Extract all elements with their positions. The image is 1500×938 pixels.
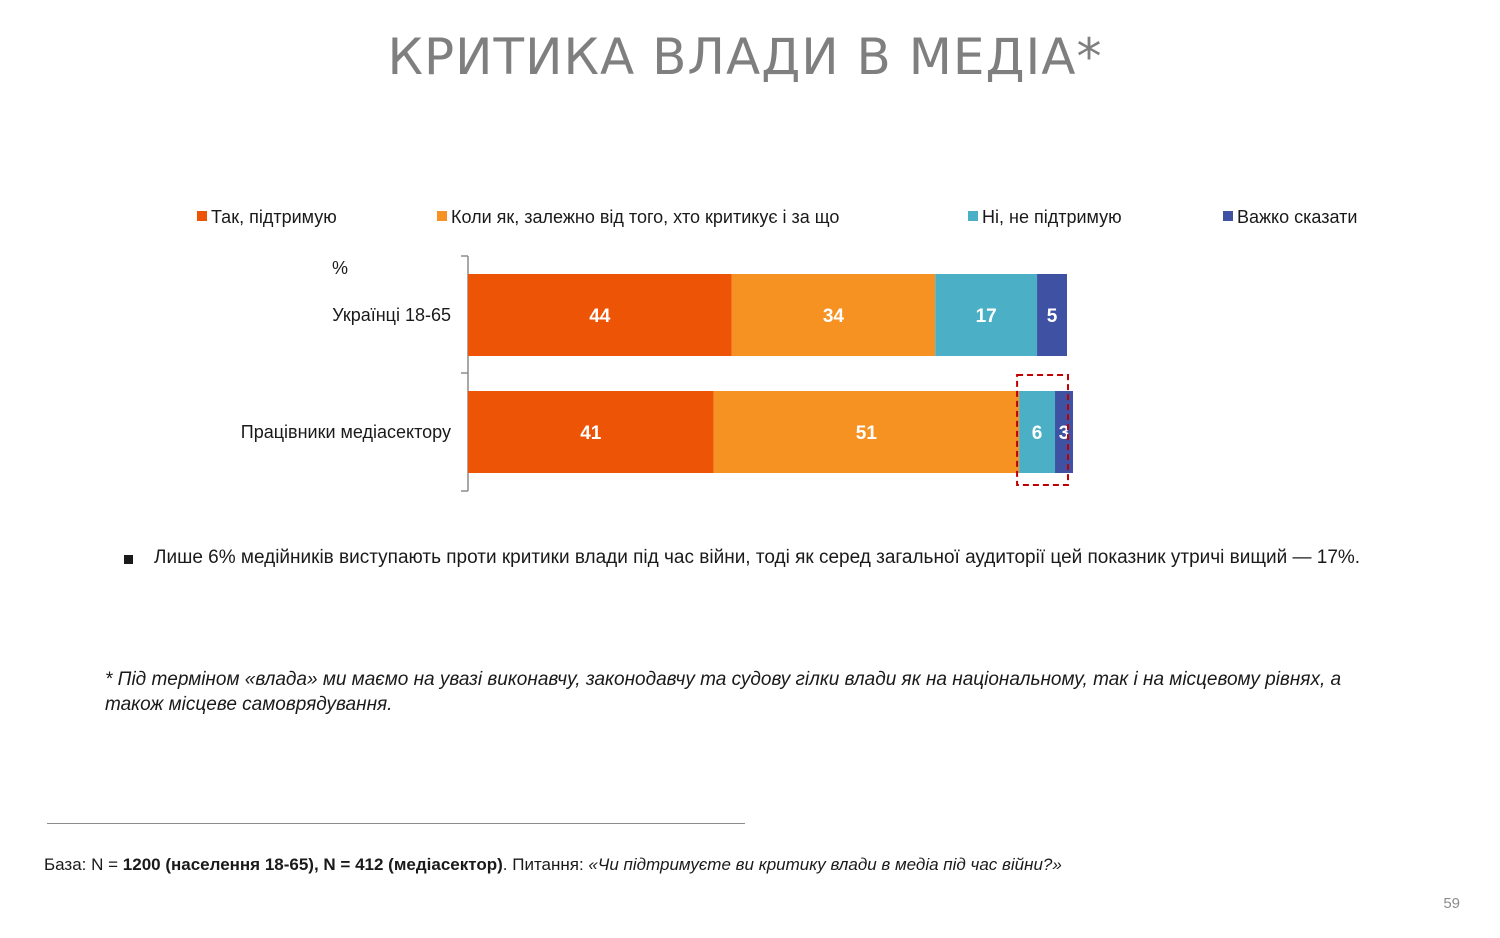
legend-swatch bbox=[1223, 211, 1233, 221]
data-label: 34 bbox=[823, 306, 845, 327]
base-n1: 1200 (населення 18-65) bbox=[122, 855, 314, 874]
data-label: 3 bbox=[1059, 423, 1070, 444]
unit-label: % bbox=[332, 258, 348, 278]
data-label: 51 bbox=[856, 423, 878, 444]
legend-swatch bbox=[968, 211, 978, 221]
page-number: 59 bbox=[1443, 895, 1460, 912]
bullet-point: Лише 6% медійників виступають проти крит… bbox=[124, 546, 1414, 570]
base-sep: , N = bbox=[313, 855, 356, 874]
legend-swatch bbox=[197, 211, 207, 221]
legend-label: Важко сказати bbox=[1237, 207, 1357, 227]
base-note: База: N = 1200 (населення 18-65), N = 41… bbox=[44, 855, 1444, 875]
legend-swatch bbox=[437, 211, 447, 221]
bar-segment bbox=[1037, 274, 1067, 356]
bar-segment bbox=[1019, 391, 1056, 473]
data-label: 17 bbox=[976, 306, 997, 327]
bullet-text: Лише 6% медійників виступають проти крит… bbox=[154, 547, 1361, 568]
base-prefix: База: N = bbox=[44, 855, 123, 874]
category-label: Працівники медіасектору bbox=[241, 422, 451, 442]
legend-label: Ні, не підтримую bbox=[982, 207, 1122, 227]
highlight-box bbox=[1016, 374, 1070, 486]
legend-label: Коли як, залежно від того, хто критикує … bbox=[451, 207, 839, 227]
bar-segment bbox=[713, 391, 1020, 473]
data-label: 44 bbox=[589, 306, 611, 327]
base-question: «Чи підтримуєте ви критику влади в медіа… bbox=[588, 855, 1062, 874]
stacked-bar-chart: Так, підтримую Коли як, залежно від того,… bbox=[197, 207, 1357, 492]
legend-label: Так, підтримую bbox=[211, 207, 337, 227]
bar-segment bbox=[468, 274, 732, 356]
base-mid: . Питання: bbox=[502, 855, 589, 874]
category-label: Українці 18-65 bbox=[332, 305, 451, 325]
bullet-square-icon bbox=[124, 555, 133, 564]
data-label: 5 bbox=[1047, 306, 1058, 327]
bar-segment bbox=[1055, 391, 1073, 473]
page-title: КРИТИКА ВЛАДИ В МЕДІА* bbox=[387, 28, 1103, 86]
divider bbox=[47, 823, 745, 824]
bar-segment bbox=[468, 391, 714, 473]
base-n2: 412 (медіасектор) bbox=[355, 855, 503, 874]
bar-segment bbox=[731, 274, 936, 356]
bar-segment bbox=[935, 274, 1038, 356]
data-label: 6 bbox=[1032, 423, 1043, 444]
footnote: * Під терміном «влада» ми маємо на увазі… bbox=[105, 669, 1342, 715]
data-label: 41 bbox=[580, 423, 602, 444]
